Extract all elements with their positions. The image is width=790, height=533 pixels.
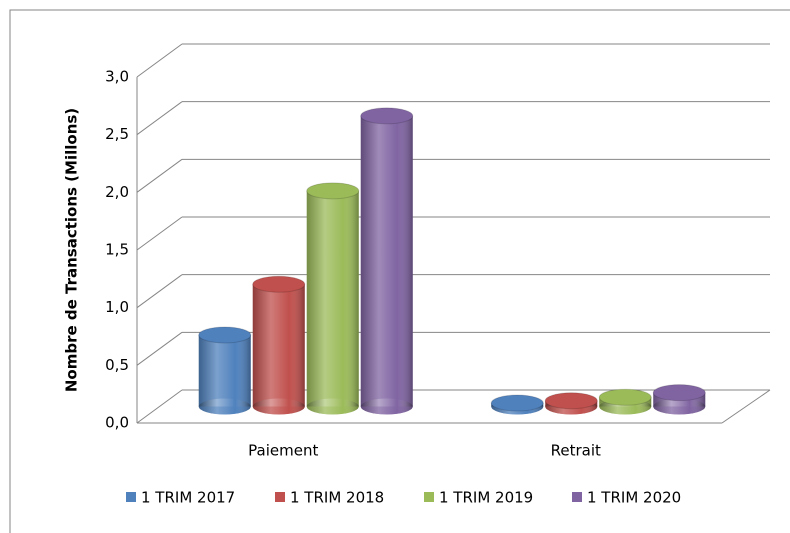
grid-line: [136, 216, 183, 251]
y-tick-label: 3,0: [105, 68, 129, 86]
bar-top: [490, 394, 544, 412]
bar-top: [198, 326, 252, 344]
grid-line: [136, 43, 183, 78]
bar-top: [598, 388, 652, 406]
legend-swatch: [275, 492, 285, 502]
bar-top: [306, 182, 360, 200]
bar-top: [652, 384, 706, 402]
legend-label: 1 TRIM 2018: [290, 489, 384, 507]
y-tick-label: 2,5: [105, 125, 129, 143]
legend-label: 1 TRIM 2020: [587, 489, 681, 507]
bar-top: [544, 392, 598, 410]
floor-edge: [721, 389, 771, 424]
bar: [198, 326, 252, 415]
grid-line: [136, 274, 183, 309]
y-tick-label: 1,5: [105, 241, 129, 259]
bar-body-shade: [360, 115, 413, 407]
grid-line: [136, 101, 183, 136]
grid-line: [136, 331, 183, 366]
bar-body-shade: [306, 190, 359, 407]
legend-label: 1 TRIM 2017: [141, 489, 235, 507]
bar: [490, 394, 544, 415]
chart-border: [9, 9, 790, 533]
legend-label: 1 TRIM 2019: [439, 489, 533, 507]
legend-swatch: [424, 492, 434, 502]
y-axis-label: Nombre de Transactions (Millons): [63, 108, 81, 392]
bar: [306, 182, 360, 415]
y-tick-label: 1,0: [105, 298, 129, 316]
x-tick-label: Retrait: [551, 442, 601, 460]
legend-swatch: [572, 492, 582, 502]
y-tick-label: 0,0: [105, 414, 129, 432]
bar: [252, 275, 306, 415]
bar: [652, 384, 706, 415]
bar: [544, 392, 598, 415]
x-tick-label: Paiement: [248, 442, 318, 460]
bar-top: [360, 107, 414, 125]
y-tick-label: 0,5: [105, 356, 129, 374]
grid-line: [136, 389, 183, 424]
bar-body-shade: [198, 334, 251, 407]
grid-line: [136, 158, 183, 193]
legend-swatch: [126, 492, 136, 502]
y-tick-label: 2,0: [105, 183, 129, 201]
bar-body-shade: [252, 284, 305, 407]
bar: [360, 107, 414, 415]
bar: [598, 388, 652, 415]
bar-top: [252, 275, 306, 293]
